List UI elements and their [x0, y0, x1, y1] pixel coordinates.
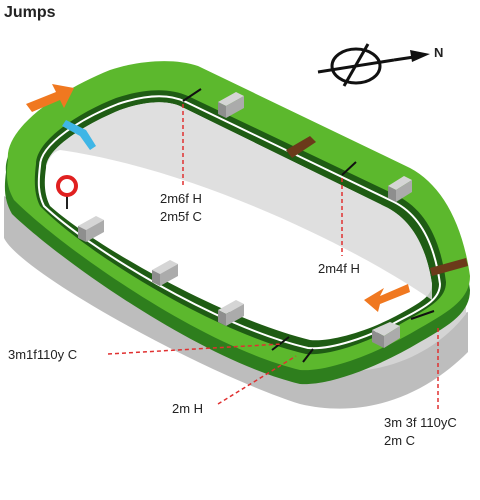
compass-icon: [317, 43, 430, 87]
track-marker-right-2: [410, 310, 435, 320]
fence-4: [152, 260, 178, 286]
distance-label-2m5f-c: 2m5f C: [160, 209, 202, 224]
brown-rail-right: [430, 258, 468, 276]
direction-arrow-top: [26, 84, 74, 112]
fence-1: [218, 92, 244, 118]
track-marker-top: [182, 88, 202, 102]
leader-2m: [217, 355, 297, 405]
fence-6: [372, 322, 400, 348]
winning-post-marker: [56, 175, 78, 209]
infield-shadow: [46, 102, 432, 300]
fence-5: [218, 300, 244, 326]
distance-label-2m-c: 2m C: [384, 433, 416, 448]
track-marker-bottom-1: [271, 336, 290, 351]
track-marker-bottom-2: [302, 348, 314, 363]
fence-3: [78, 216, 104, 242]
blue-rail: [62, 120, 96, 150]
brown-rail-top: [286, 136, 316, 158]
page-title: Jumps: [4, 4, 56, 21]
distance-label-3m1f110y-c: 3m1f110y C: [8, 347, 78, 362]
compass-north-label: N: [434, 45, 444, 60]
distance-label-2m-h: 2m H: [172, 401, 204, 416]
direction-arrow-bottom: [364, 284, 410, 312]
distance-label-2m6f-h: 2m6f H: [160, 191, 202, 206]
distance-label-2m4f-h: 2m4f H: [318, 261, 360, 276]
distance-label-3m3f110y-c: 3m 3f 110yC: [384, 415, 457, 430]
fence-2: [388, 176, 412, 202]
track-marker-right-1: [341, 161, 357, 176]
leader-3m1f110y: [107, 343, 283, 355]
